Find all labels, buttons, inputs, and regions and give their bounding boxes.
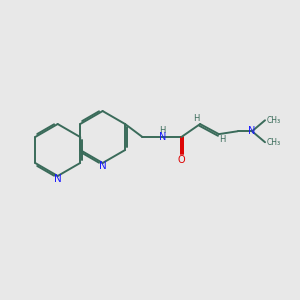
Text: CH₃: CH₃ [266, 138, 280, 147]
Text: H: H [159, 126, 166, 135]
Text: H: H [194, 114, 200, 123]
Text: N: N [248, 126, 256, 136]
Text: CH₃: CH₃ [266, 116, 280, 125]
Text: N: N [159, 132, 166, 142]
Text: N: N [99, 161, 106, 171]
Text: O: O [178, 154, 185, 164]
Text: N: N [54, 174, 61, 184]
Text: H: H [219, 135, 226, 144]
